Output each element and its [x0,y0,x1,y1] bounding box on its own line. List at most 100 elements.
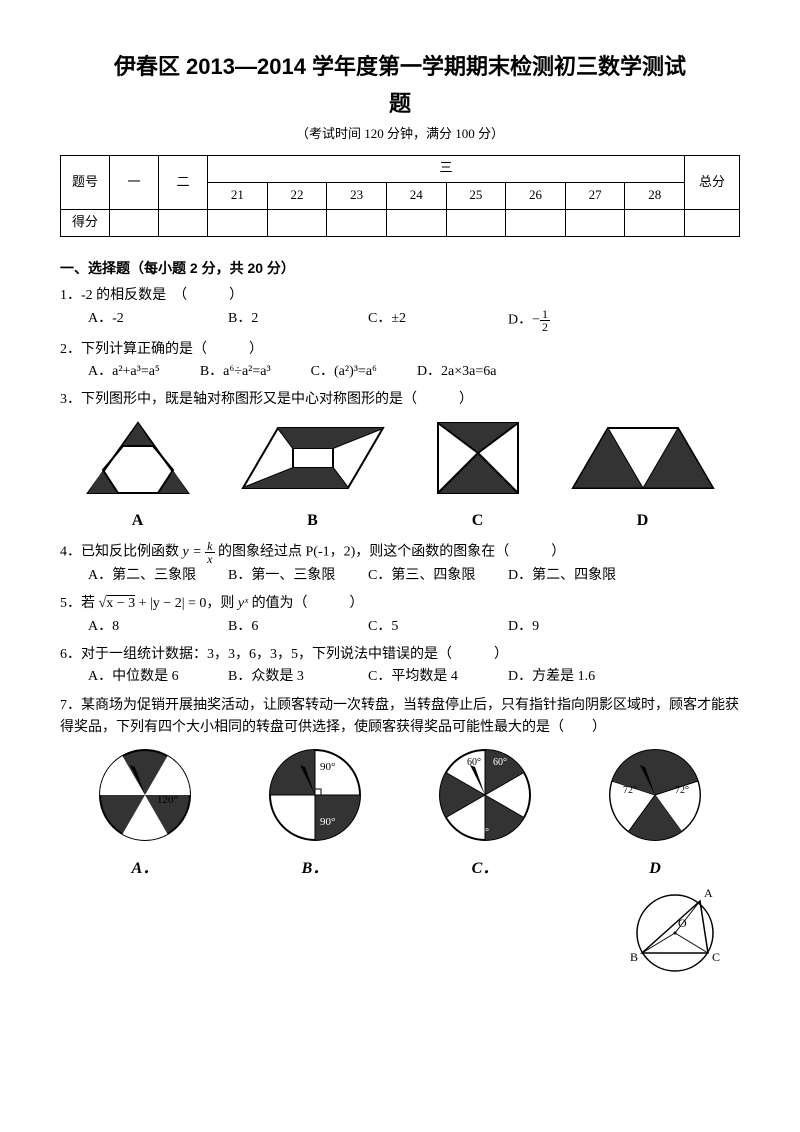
q4-prefix: 4．已知反比例函数 [60,544,183,559]
q3-fig-c: C [433,418,523,534]
q3-fig-a: A [83,418,193,534]
spinner-d-icon: 72° 72° [605,745,705,845]
q4-opt-a: A．第二、三象限 [88,565,228,587]
q1-opt-a: A．-2 [88,308,228,333]
cell [267,209,327,236]
col-header: 三 [208,155,685,182]
frac-den: 2 [540,321,550,333]
spinner-a-icon: 120° [95,745,195,845]
q4-options: A．第二、三象限 B．第一、三象限 C．第三、四象限 D．第二、四象限 [88,565,740,587]
frac-num: k [205,540,214,553]
q1-opt-b: B．2 [228,308,368,333]
q4-eq: y = [183,544,202,559]
q5-opt-b: B．6 [228,616,368,638]
angle-label: 72° [623,785,637,796]
table-row: 题号 一 二 三 总分 [61,155,740,182]
q3-fig-d: D [568,418,718,534]
cell [565,209,625,236]
question-3: 3．下列图形中，既是轴对称图形又是中心对称图形的是（ ） [60,389,740,411]
vertex-label: B [630,950,638,964]
circle-triangle-icon: A B C O [620,883,730,983]
q5-rad: x − 3 [106,596,135,611]
row-label: 得分 [61,209,110,236]
q6-opt-a: A．中位数是 6 [88,666,228,688]
fig-label: D [605,856,705,882]
question-1: 1．-2 的相反数是 （ ） A．-2 B．2 C．±2 D．−12 [60,285,740,332]
sqrt-icon: √x − 3 [99,596,136,611]
fraction-icon: kx [205,540,214,565]
q6-stem: 6．对于一组统计数据：3，3，6，3，5，下列说法中错误的是（ ） [60,644,740,666]
fig-label: A． [95,856,195,882]
q5-opt-a: A．8 [88,616,228,638]
angle-label: 60° [493,757,507,768]
q5-prefix: 5．若 [60,596,99,611]
angle-label: 90° [320,816,335,828]
q2-opt-d: D．2a×3a=6a [417,361,497,383]
sub-col: 26 [506,182,566,209]
exam-subtitle: （考试时间 120 分钟，满分 100 分） [60,124,740,145]
sub-col: 21 [208,182,268,209]
q6-options: A．中位数是 6 B．众数是 3 C．平均数是 4 D．方差是 1.6 [88,666,740,688]
spinner-c-icon: 60° 60° 60° [435,745,535,845]
sub-col: 25 [446,182,506,209]
sub-col: 27 [565,182,625,209]
section-1-title: 一、选择题（每小题 2 分，共 20 分） [60,257,740,279]
sub-col: 22 [267,182,327,209]
q1-opt-d: D．−12 [508,308,648,333]
q7-fig-d: 72° 72° D [605,745,705,881]
q7-figures: 120° A． 90° 90° B． [60,745,740,881]
spinner-b-icon: 90° 90° [265,745,365,845]
question-5: 5．若 √x − 3 + |y − 2| = 0，则 yˣ 的值为（ ） A．8… [60,593,740,638]
question-2: 2．下列计算正确的是（ ） A．a²+a³=a⁵ B．a⁶÷a²=a³ C．(a… [60,339,740,384]
q5-yx: yˣ [238,596,248,611]
fig-label: C [433,508,523,534]
angle-label: 60° [475,827,489,838]
angle-label: 60° [467,757,481,768]
q1-d-prefix: D．− [508,312,540,327]
frac-num: 1 [540,308,550,321]
page-title-1: 伊春区 2013—2014 学年度第一学期期末检测初三数学测试 [60,50,740,83]
q4-opt-c: C．第三、四象限 [368,565,508,587]
q6-opt-d: D．方差是 1.6 [508,666,648,688]
triangle-icon [83,418,193,498]
cell [506,209,566,236]
question-7: 7．某商场为促销开展抽奖活动，让顾客转动一次转盘，当转盘停止后，只有指针指向阴影… [60,695,740,740]
angle-label: 90° [320,761,335,773]
score-table: 题号 一 二 三 总分 21 22 23 24 25 26 27 28 得分 [60,155,740,237]
q4-suffix: 的图象经过点 P(-1，2)，则这个函数的图象在（ ） [218,544,565,559]
q3-stem: 3．下列图形中，既是轴对称图形又是中心对称图形的是（ ） [60,389,740,411]
q2-opt-c: C．(a²)³=a⁶ [311,361,377,383]
square-icon [433,418,523,498]
page-title-2: 题 [60,87,740,120]
q3-figures: A B C D [60,418,740,534]
col-header: 总分 [685,155,740,209]
q5-options: A．8 B．6 C．5 D．9 [88,616,740,638]
fig-label: D [568,508,718,534]
cell [159,209,208,236]
cell [110,209,159,236]
q5-suffix: 的值为（ ） [252,596,364,611]
question-6: 6．对于一组统计数据：3，3，6，3，5，下列说法中错误的是（ ） A．中位数是… [60,644,740,689]
sub-col: 23 [327,182,387,209]
q2-stem: 2．下列计算正确的是（ ） [60,339,740,361]
fig-label: A [83,508,193,534]
q6-opt-b: B．众数是 3 [228,666,368,688]
cell [327,209,387,236]
vertex-label: A [704,886,713,900]
sub-col: 24 [386,182,446,209]
question-4: 4．已知反比例函数 y = kx 的图象经过点 P(-1，2)，则这个函数的图象… [60,540,740,587]
col-header: 题号 [61,155,110,209]
q5-opt-c: C．5 [368,616,508,638]
center-label: O [678,916,687,930]
cell [208,209,268,236]
cell [685,209,740,236]
inscribed-circle-figure: A B C O [620,883,730,991]
angle-label: 120° [157,794,178,806]
q7-fig-a: 120° A． [95,745,195,881]
q6-stem-text: 6．对于一组统计数据：3，3，6，3，5，下列说法中错误的是（ ） [60,647,508,662]
vertex-label: C [712,950,720,964]
cell [386,209,446,236]
q6-opt-c: C．平均数是 4 [368,666,508,688]
q3-fig-b: B [238,418,388,534]
fraction-icon: 12 [540,308,550,333]
